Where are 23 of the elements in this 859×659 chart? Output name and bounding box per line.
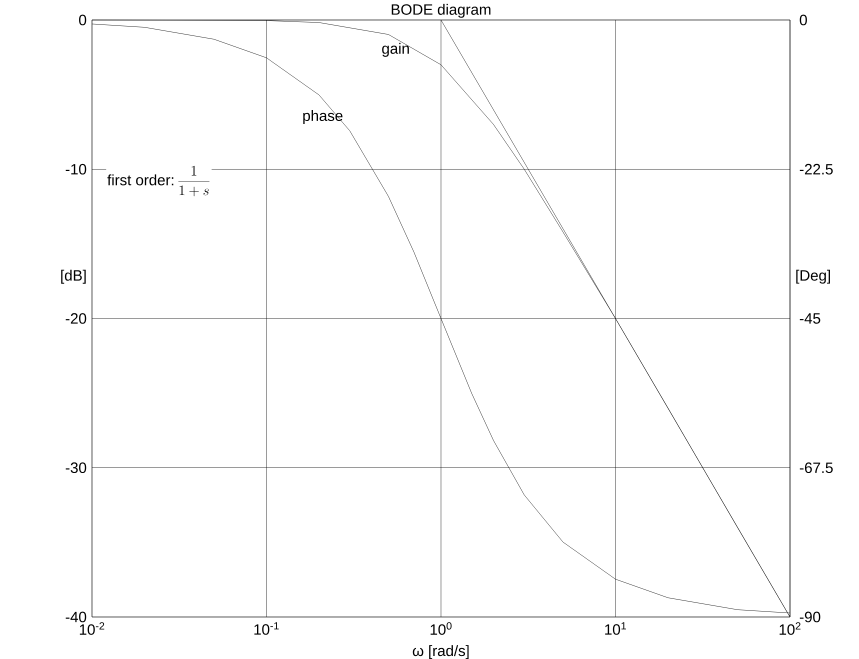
chart-title: BODE diagram: [392, 4, 490, 18]
y2-tick-label: -67.5: [800, 462, 833, 474]
series-label: gain: [382, 42, 409, 57]
y2-tick-label: 0: [800, 14, 807, 26]
annotation: $\frac{1}{1 + s}$: [178, 166, 210, 196]
series-label: phase: [303, 110, 342, 124]
y2-tick-label: -90: [800, 612, 820, 622]
y-tick-label: -10: [66, 164, 86, 175]
y-tick-label: -40: [66, 612, 86, 622]
x-tick-label: 10$^{2}$: [780, 622, 800, 635]
y2-tick-label: -22.5: [800, 164, 833, 175]
x-tick-label: 10$^{-1}$: [254, 622, 279, 635]
y-tick-label: -30: [66, 462, 86, 474]
y2-axis-title: [Deg]: [796, 270, 830, 284]
x-tick-label: 10$^{1}$: [605, 622, 626, 635]
y-tick-label: 0: [79, 14, 86, 26]
x-tick-label: 10$^{-2}$: [80, 622, 104, 635]
y-tick-label: -20: [66, 313, 86, 324]
x-tick-label: 10$^{0}$: [430, 622, 452, 635]
annotation: first order:: [107, 174, 174, 186]
x-axis-title: ω [rad/s]: [412, 645, 469, 659]
y2-tick-label: -45: [800, 313, 820, 324]
y-axis-title: [dB]: [61, 270, 86, 284]
